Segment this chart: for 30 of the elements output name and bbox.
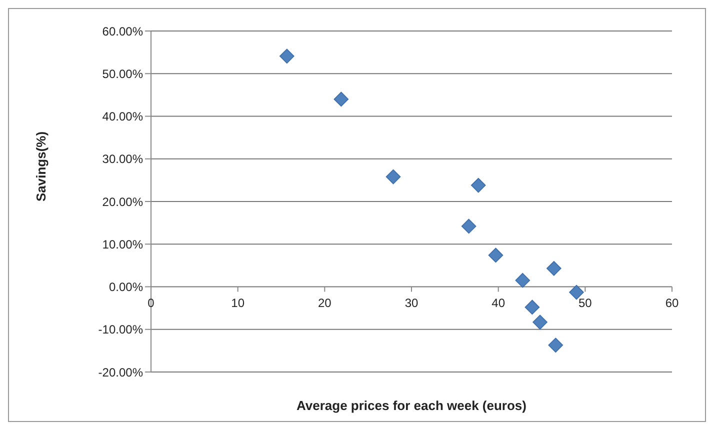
point (334, 92, 349, 107)
y-axis-title: Savings(%) (34, 131, 49, 202)
point (488, 248, 504, 263)
point (461, 218, 476, 234)
point (515, 272, 530, 288)
y-tick-label: -10.00% (98, 322, 144, 337)
point (569, 284, 584, 300)
x-tick-label: 50 (578, 296, 592, 310)
y-tick-label: 0.00% (108, 280, 144, 294)
x-axis-title: Average prices for each week (euros) (296, 398, 527, 413)
x-tick-label: 30 (404, 296, 418, 310)
y-tick-label: 40.00% (102, 110, 144, 124)
point (470, 178, 486, 193)
x-tick-label: 40 (492, 296, 506, 310)
y-tick-label: 10.00% (102, 237, 144, 252)
point (546, 261, 562, 276)
y-tick-label: -20.00% (98, 365, 144, 380)
point (279, 48, 294, 64)
point (548, 338, 564, 353)
point (532, 314, 548, 330)
x-tick-label: 10 (231, 296, 245, 310)
x-tick-label: 60 (665, 296, 679, 310)
y-tick-label: 60.00% (102, 24, 144, 38)
y-tick-label: 30.00% (102, 152, 144, 166)
point (386, 169, 401, 184)
x-tick-label: 0 (148, 296, 155, 310)
x-tick-label: 20 (318, 296, 332, 310)
point (524, 300, 540, 315)
y-tick-label: 20.00% (102, 194, 144, 209)
y-tick-label: 50.00% (102, 66, 144, 81)
